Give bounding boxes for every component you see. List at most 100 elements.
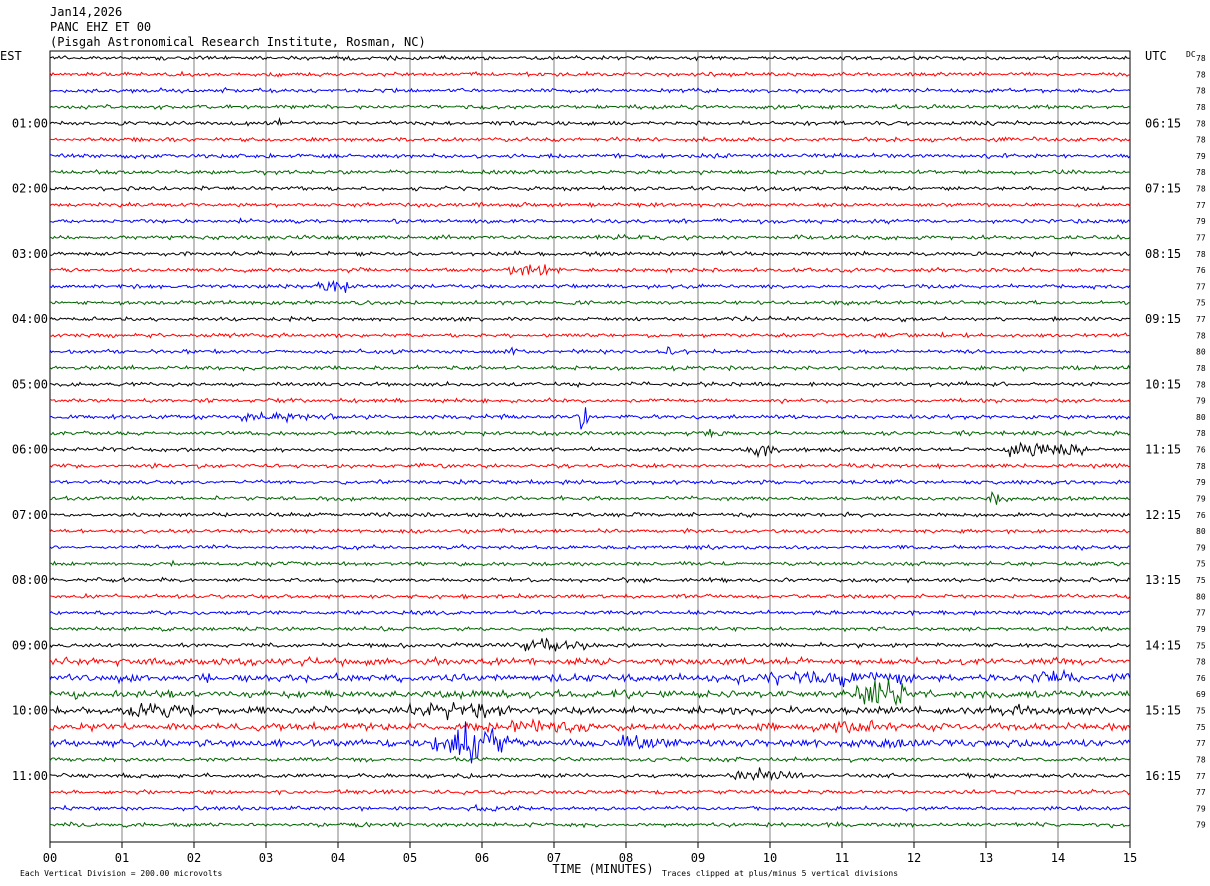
footer-scale-note: Each Vertical Division = 200.00 microvol… bbox=[20, 869, 222, 878]
dc-offset-label: 80 bbox=[1196, 592, 1206, 601]
dc-offset-label: 75 bbox=[1196, 560, 1206, 569]
dc-offset-label: 78 bbox=[1196, 429, 1206, 438]
dc-offset-label: 77 bbox=[1196, 739, 1206, 748]
trace-line bbox=[49, 264, 1131, 276]
dc-offset-label: 79 bbox=[1196, 625, 1206, 634]
trace-line bbox=[49, 478, 1131, 486]
dc-offset-label: 79 bbox=[1196, 397, 1206, 406]
dc-offset-label: 78 bbox=[1196, 658, 1206, 667]
dc-offset-label: 78 bbox=[1196, 136, 1206, 145]
x-tick-labels: 00 01 02 03 04 05 06 07 08 09 10 11 12 13 14 15 bbox=[43, 851, 1137, 865]
dc-offset-label: 79 bbox=[1196, 478, 1206, 487]
trace-line bbox=[49, 511, 1131, 518]
dc-offset-label: 76 bbox=[1196, 511, 1206, 520]
dc-offset-label: 77 bbox=[1196, 788, 1206, 797]
trace-line bbox=[49, 721, 1131, 764]
left-hour-label: 11:00 bbox=[12, 769, 48, 783]
left-hour-label: 07:00 bbox=[12, 508, 48, 522]
trace-line bbox=[49, 233, 1131, 242]
trace-line bbox=[49, 315, 1131, 323]
x-tick-label: 14 bbox=[1051, 851, 1065, 865]
trace-line bbox=[49, 185, 1131, 192]
dc-offset-label: 79 bbox=[1196, 543, 1206, 552]
trace-line bbox=[49, 279, 1131, 293]
dc-offset-label: 78 bbox=[1196, 103, 1206, 112]
dc-offset-label: 77 bbox=[1196, 609, 1206, 618]
dc-offset-label: 78 bbox=[1196, 755, 1206, 764]
trace-line bbox=[49, 755, 1131, 764]
dc-offset-label: 79 bbox=[1196, 821, 1206, 830]
dc-offset-label: 75 bbox=[1196, 576, 1206, 585]
x-tick-label: 12 bbox=[907, 851, 921, 865]
trace-line bbox=[49, 135, 1131, 143]
x-tick-label: 08 bbox=[619, 851, 633, 865]
trace-line bbox=[49, 609, 1131, 617]
dc-offset-label: 78 bbox=[1196, 380, 1206, 389]
dc-offset-label: 77 bbox=[1196, 772, 1206, 781]
trace-line bbox=[49, 803, 1131, 813]
x-tick-label: 02 bbox=[187, 851, 201, 865]
dc-offset-label: 80 bbox=[1196, 527, 1206, 536]
trace-line bbox=[49, 87, 1131, 94]
dc-offset-label: 79 bbox=[1196, 217, 1206, 226]
right-hour-label: 06:15 bbox=[1145, 116, 1181, 130]
dc-offset-label: 79 bbox=[1196, 494, 1206, 503]
dc-offset-label: 80 bbox=[1196, 413, 1206, 422]
left-hour-labels: 01:00 02:00 03:00 04:00 05:00 06:00 07:00 08:00… bbox=[12, 116, 48, 783]
trace-line bbox=[49, 625, 1131, 633]
x-tick-label: 03 bbox=[259, 851, 273, 865]
trace-line bbox=[49, 331, 1131, 339]
dc-offset-label: 78 bbox=[1196, 54, 1206, 63]
trace-line bbox=[49, 364, 1131, 372]
dc-offset-label: 76 bbox=[1196, 266, 1206, 275]
x-tick-label: 00 bbox=[43, 851, 57, 865]
right-hour-label: 16:15 bbox=[1145, 769, 1181, 783]
trace-line bbox=[49, 299, 1131, 306]
plot-frame bbox=[49, 50, 1131, 843]
left-hour-label: 05:00 bbox=[12, 377, 48, 391]
x-tick-label: 01 bbox=[115, 851, 129, 865]
right-hour-labels: 06:15 07:15 08:15 09:15 10:15 11:15 12:15 13:15… bbox=[1145, 116, 1181, 783]
left-hour-label: 01:00 bbox=[12, 116, 48, 130]
right-hour-label: 08:15 bbox=[1145, 247, 1181, 261]
dc-offset-label: 77 bbox=[1196, 201, 1206, 210]
x-tick-label: 09 bbox=[691, 851, 705, 865]
dc-offset-label: 75 bbox=[1196, 723, 1206, 732]
trace-line bbox=[49, 576, 1131, 584]
dc-offset-label: 78 bbox=[1196, 185, 1206, 194]
trace-line bbox=[49, 679, 1131, 707]
trace-line bbox=[49, 168, 1131, 176]
header-site: (Pisgah Astronomical Research Institute,… bbox=[50, 35, 426, 49]
dc-offset-label: 78 bbox=[1196, 462, 1206, 471]
dc-offset-label: 69 bbox=[1196, 690, 1206, 699]
dc-offset-label: 76 bbox=[1196, 674, 1206, 683]
trace-line bbox=[49, 767, 1131, 782]
dc-offset-label: 78 bbox=[1196, 331, 1206, 340]
trace-line bbox=[49, 116, 1131, 127]
trace-line bbox=[49, 655, 1131, 668]
trace-line bbox=[49, 788, 1131, 796]
left-hour-label: 10:00 bbox=[12, 704, 48, 718]
right-hour-label: 12:15 bbox=[1145, 508, 1181, 522]
trace-line bbox=[49, 217, 1131, 225]
trace-line bbox=[49, 717, 1131, 734]
trace-line bbox=[49, 821, 1131, 829]
dc-offset-label: 78 bbox=[1196, 119, 1206, 128]
dc-offset-label: 76 bbox=[1196, 446, 1206, 455]
dc-offset-label: 77 bbox=[1196, 315, 1206, 324]
right-hour-label: 11:15 bbox=[1145, 443, 1181, 457]
x-tick-label: 11 bbox=[835, 851, 849, 865]
x-tick-label: 06 bbox=[475, 851, 489, 865]
dc-offset-label: 78 bbox=[1196, 364, 1206, 373]
left-hour-label: 08:00 bbox=[12, 573, 48, 587]
dc-offset-label: 78 bbox=[1196, 87, 1206, 96]
dc-offset-label: 79 bbox=[1196, 804, 1206, 813]
dc-offset-label: 77 bbox=[1196, 282, 1206, 291]
trace-line bbox=[49, 428, 1131, 439]
trace-line bbox=[49, 70, 1131, 78]
trace-line bbox=[49, 441, 1131, 459]
trace-line bbox=[49, 490, 1131, 505]
dc-offset-label: 78 bbox=[1196, 70, 1206, 79]
dc-offset-label: 78 bbox=[1196, 250, 1206, 259]
header-date: Jan14,2026 bbox=[50, 5, 122, 19]
